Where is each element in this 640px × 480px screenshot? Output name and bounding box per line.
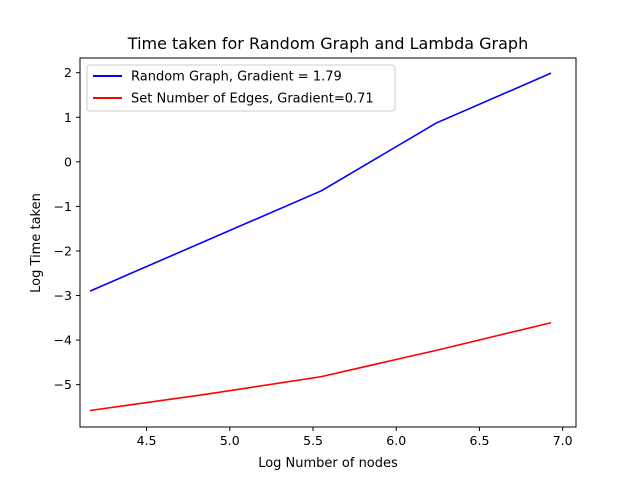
y-tick-label: 1 <box>64 110 72 125</box>
series-line-random-graph <box>89 72 552 292</box>
y-tick-label: −5 <box>54 377 72 392</box>
y-axis: −5 −4 −3 −2 −1 0 1 2 <box>54 65 80 392</box>
x-axis: 4.5 5.0 5.5 6.0 6.5 7.0 <box>137 427 573 448</box>
x-tick-label: 6.5 <box>470 433 490 448</box>
legend-entry-random-graph: Random Graph, Gradient = 1.79 <box>131 70 342 85</box>
plot-area <box>79 57 577 428</box>
chart-title: Time taken for Random Graph and Lambda G… <box>127 34 528 53</box>
y-axis-label: Log Time taken <box>29 193 44 293</box>
legend: Random Graph, Gradient = 1.79 Set Number… <box>86 64 396 112</box>
y-tick-label: −1 <box>54 199 72 214</box>
y-tick-label: −4 <box>54 333 72 348</box>
x-tick-label: 5.5 <box>303 433 323 448</box>
x-tick-label: 6.0 <box>386 433 406 448</box>
y-tick-label: 2 <box>64 65 72 80</box>
legend-entry-set-number-of-edges: Set Number of Edges, Gradient=0.71 <box>131 92 374 107</box>
y-tick-label: 0 <box>64 154 72 169</box>
y-tick-label: −2 <box>54 243 72 258</box>
series-line-set-number-of-edges <box>89 321 552 412</box>
x-tick-label: 7.0 <box>553 433 573 448</box>
x-tick-label: 4.5 <box>137 433 157 448</box>
x-tick-label: 5.0 <box>220 433 240 448</box>
y-tick-label: −3 <box>54 288 72 303</box>
legend-frame <box>86 64 396 112</box>
x-axis-label: Log Number of nodes <box>258 456 398 471</box>
series-layer <box>89 72 552 412</box>
